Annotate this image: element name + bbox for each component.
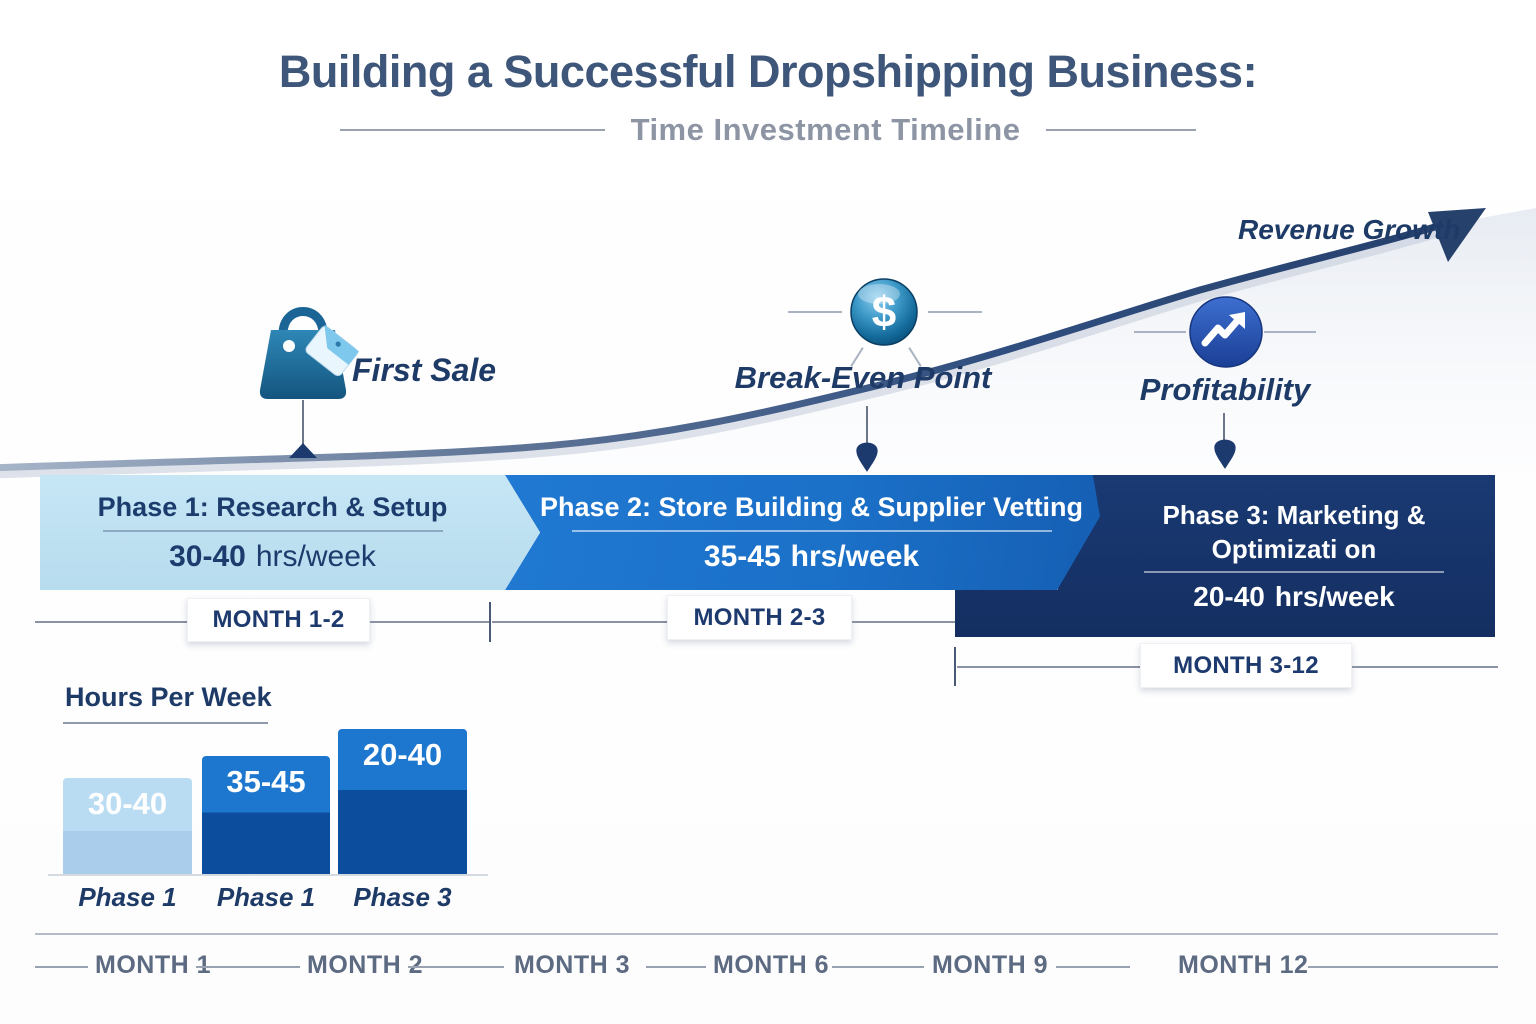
curve-underfill	[0, 208, 1536, 474]
month-range-phase-3: MONTH 3-12	[1140, 643, 1352, 688]
phase-3-title-line2: Optimizati on	[1211, 533, 1377, 564]
bar-value: 35-45	[226, 764, 306, 799]
bar-category-label: Phase 1	[78, 882, 177, 912]
chart-bar-phase-3: 20-40	[338, 729, 467, 874]
axis-label-month-1: MONTH 1	[95, 951, 211, 979]
bar-category-label: Phase 3	[353, 882, 452, 912]
phase-1-underline	[102, 529, 443, 532]
axis-segment	[196, 966, 300, 968]
chart-bar-phase-1: 30-40	[63, 778, 192, 874]
chart-baseline	[48, 874, 488, 876]
axis-label-month-2: MONTH 2	[307, 951, 423, 979]
bottom-axis-line	[35, 933, 1498, 935]
phase-3-hours-unit: hrs/week	[1274, 581, 1395, 613]
subtitle-right-rule	[1046, 129, 1197, 131]
trend-up-icon	[1189, 296, 1263, 368]
axis-label-month-6: MONTH 6	[713, 951, 829, 979]
axis-label-month-9: MONTH 9	[932, 951, 1048, 979]
phase-1-hours-range: 30-40	[169, 539, 246, 573]
phase-3-title-line1: Phase 3: Marketing &	[1162, 499, 1426, 530]
profitability-label: Profitability	[1139, 372, 1311, 407]
axis-label-month-12: MONTH 12	[1178, 951, 1309, 979]
axis-segment	[832, 966, 924, 968]
profitability-right-rule	[1264, 331, 1316, 333]
first-sale-label: First Sale	[352, 352, 497, 388]
month-range-line	[1352, 666, 1498, 668]
phase-1-bar: Phase 1: Research & Setup 30-40 hrs/week	[40, 475, 540, 590]
month-range-phase-1: MONTH 1-2	[187, 598, 370, 642]
bar-value: 20-40	[362, 737, 443, 772]
month-range-line	[35, 621, 187, 623]
phase-3-hours: 20-40 hrs/week	[1193, 581, 1394, 613]
chart-bar-phase-2: 35-45	[202, 756, 330, 874]
month-range-line	[492, 621, 667, 623]
axis-segment	[1308, 966, 1498, 968]
phase-1-title: Phase 1: Research & Setup	[97, 491, 448, 522]
revenue-growth-label: Revenue Growth	[1238, 214, 1461, 245]
bar-category-label: Phase 1	[216, 882, 316, 912]
phase-1-hours: 30-40 hrs/week	[169, 540, 376, 574]
month-range-tick	[954, 647, 956, 686]
dollar-coin-icon: $	[850, 278, 918, 346]
phase-2-title: Phase 2: Store Building & Supplier Vetti…	[539, 491, 1084, 522]
axis-segment	[646, 966, 706, 968]
phase-2-bar: Phase 2: Store Building & Supplier Vetti…	[505, 475, 1100, 590]
first-sale-stem	[302, 400, 304, 446]
month-range-line	[370, 621, 489, 623]
profitability-left-rule	[1134, 331, 1186, 333]
bar-value: 30-40	[87, 786, 168, 821]
subtitle-row: Time Investment Timeline	[0, 112, 1536, 148]
month-range-line	[957, 666, 1140, 668]
chart-title: Hours Per Week	[65, 682, 272, 712]
phase-3-title: Phase 3: Marketing & Optimizati on	[1163, 499, 1426, 567]
phase-3-underline	[1144, 571, 1444, 574]
break-even-stem	[866, 406, 868, 444]
break-even-left-rule	[788, 311, 842, 313]
shopping-bag-icon	[259, 307, 360, 399]
phase-2-hours-range: 35-45	[703, 539, 781, 573]
axis-label-month-3: MONTH 3	[514, 951, 630, 979]
svg-text:$: $	[872, 288, 896, 337]
axis-segment	[1056, 966, 1130, 968]
phase-3-hours-range: 20-40	[1193, 581, 1265, 613]
first-sale-marker	[289, 443, 317, 458]
page-subtitle: Time Investment Timeline	[630, 112, 1021, 147]
break-even-right-rule	[928, 311, 982, 313]
axis-segment	[35, 966, 88, 968]
phase-2-underline	[571, 529, 1052, 532]
page-title: Building a Successful Dropshipping Busin…	[278, 46, 1258, 97]
break-even-label: Break-Even Point	[734, 360, 992, 395]
chart-title-underline	[63, 722, 268, 724]
axis-segment	[408, 966, 504, 968]
month-range-line	[852, 621, 955, 623]
profitability-pointer-icon	[1214, 439, 1236, 469]
phase-2-hours-unit: hrs/week	[790, 539, 920, 573]
subtitle-left-rule	[339, 129, 605, 131]
profitability-stem	[1223, 413, 1225, 441]
break-even-pointer-icon	[856, 442, 878, 472]
phase-2-hours: 35-45 hrs/week	[704, 540, 919, 574]
month-range-tick	[489, 602, 491, 642]
phase-1-hours-unit: hrs/week	[255, 539, 376, 573]
month-range-phase-2: MONTH 2-3	[667, 595, 852, 640]
